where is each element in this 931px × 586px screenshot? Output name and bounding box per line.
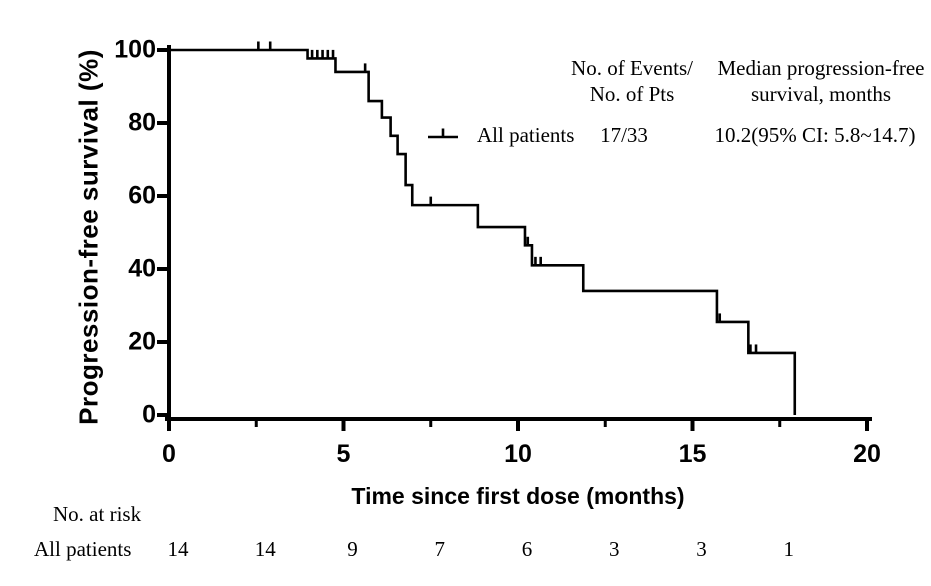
events-header-line1: No. of Events/ — [571, 56, 693, 80]
y-tick-label: 80 — [128, 108, 156, 137]
median-header-line2: survival, months — [750, 82, 891, 106]
axes — [157, 45, 872, 431]
at-risk-value: 3 — [609, 537, 620, 561]
at-risk-value: 14 — [254, 537, 276, 561]
at-risk-value: 1 — [783, 537, 795, 561]
km-step-line — [169, 48, 797, 415]
events-header-line2: No. of Pts — [589, 82, 675, 106]
x-tick-label: 20 — [853, 440, 881, 468]
events-column-header: No. of Events/ No. of Pts — [571, 55, 693, 107]
at-risk-value: 9 — [347, 537, 358, 561]
x-tick-label: 10 — [504, 440, 532, 468]
y-tick-label: 40 — [128, 254, 156, 283]
censor-marks — [257, 41, 758, 354]
x-tick-label: 0 — [162, 440, 176, 468]
y-tick-label: 0 — [142, 400, 156, 429]
x-tick-label: 15 — [678, 440, 707, 468]
at-risk-title: No. at risk — [53, 502, 142, 526]
at-risk-row-label: All patients — [34, 537, 132, 561]
y-tick-label: 60 — [128, 181, 156, 210]
legend-series-label: All patients — [477, 123, 575, 147]
at-risk-value: 7 — [434, 537, 446, 561]
y-axis-title: Progression-free survival (%) — [73, 49, 104, 425]
median-column-header: Median progression-free survival, months — [717, 55, 924, 107]
x-axis-title: Time since first dose (months) — [351, 483, 685, 509]
y-tick-label: 100 — [114, 35, 156, 64]
at-risk-value: 6 — [521, 537, 533, 561]
at-risk-value: 3 — [696, 537, 707, 561]
legend-events-value: 17/33 — [600, 123, 648, 147]
at-risk-value: 14 — [167, 537, 189, 561]
legend-symbol — [428, 128, 458, 139]
median-header-line1: Median progression-free — [717, 56, 925, 80]
survival-curve — [169, 48, 797, 415]
legend-median-value: 10.2(95% CI: 5.8~14.7) — [714, 123, 916, 147]
x-tick-label: 5 — [336, 440, 351, 468]
y-tick-label: 20 — [128, 327, 156, 356]
